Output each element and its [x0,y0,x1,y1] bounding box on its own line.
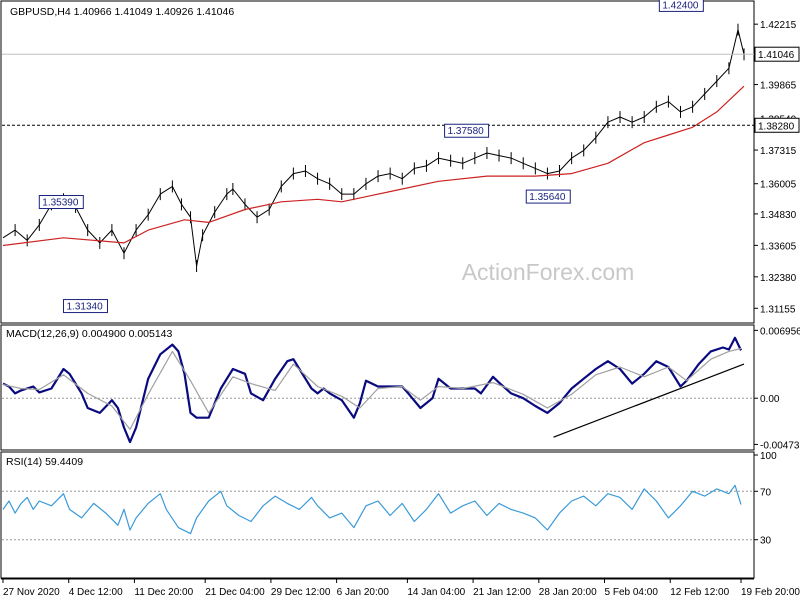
annotation-label: 1.37580 [448,126,485,137]
macd-title: MACD(12,26,9) 0.004900 0.005143 [6,328,173,340]
time-axis: 27 Nov 2020 4 Dec 12:00 11 Dec 20:00 21 Dec… [1,578,800,598]
y-tick-label: 1.37315 [760,146,797,157]
macd-panel: MACD(12,26,9) 0.004900 0.005143 0.006956… [0,324,800,451]
sma-line [2,85,745,247]
rsi-panel: RSI(14) 59.4409 100 70 30 [0,451,777,579]
rsi-line [2,484,742,535]
current-price-label: 1.41046 [758,50,795,61]
macd-panel-frame [0,324,755,451]
x-tick-label: 4 Dec 12:00 [69,587,123,598]
y-tick-label: 1.36005 [760,180,797,191]
x-tick-label: 5 Feb 04:00 [605,587,659,598]
price-plot: 1.41046 1.38280 1.42400 1.37580 1.35390 1.356… [2,0,800,314]
signal-line [2,347,742,430]
annotation-box [525,189,571,204]
level-box [754,117,800,133]
annotation-label: 1.42400 [662,0,699,11]
annotation-box [38,195,84,210]
y-tick-label: 1.31155 [760,304,796,315]
price-panel: GBPUSD,H4 1.40966 1.41049 1.40926 1.4104… [0,0,800,324]
price-panel-frame [0,0,755,324]
x-tick-label: 12 Feb 12:00 [670,587,729,598]
x-tick-label: 6 Jan 20:00 [337,587,390,598]
current-price-box [754,46,800,62]
y-tick-label: 30 [760,536,772,547]
y-tick-label: -0.004736 [760,440,800,451]
annotation-label: 1.35640 [529,192,566,203]
level-label: 1.38280 [758,121,795,132]
x-tick-label: 28 Jan 20:00 [539,587,597,598]
y-tick-label: 1.42215 [760,20,797,31]
price-title: GBPUSD,H4 1.40966 1.41049 1.40926 1.4104… [10,6,234,18]
annotation-box [444,123,490,138]
macd-axis: 0.006956 0.00 -0.004736 [754,326,800,451]
annotation-label: 1.35390 [42,198,79,209]
y-tick-label: 1.39865 [760,81,797,92]
annotation-label: 1.31340 [66,302,103,313]
x-tick-label: 29 Dec 12:00 [271,587,331,598]
y-tick-label: 70 [760,487,772,498]
y-tick-label: 1.32380 [760,273,797,284]
x-tick-label: 14 Jan 04:00 [407,587,465,598]
macd-plot [2,336,754,444]
watermark: ActionForex.com [462,259,635,285]
y-tick-label: 0.006956 [760,326,800,337]
rsi-panel-frame [0,451,755,579]
y-tick-label: 1.33605 [760,241,797,252]
macd-line [2,336,742,444]
y-tick-label: 1.34830 [760,210,797,221]
y-tick-label: 100 [760,451,777,462]
x-tick-label: 11 Dec 20:00 [134,587,193,598]
x-tick-label: 21 Jan 12:00 [473,587,531,598]
x-tick-label: 21 Dec 04:00 [205,587,265,598]
annotation-box [62,299,108,314]
x-tick-label: 19 Feb 20:00 [741,587,800,598]
trendline-line [553,363,745,438]
rsi-plot [2,484,754,541]
x-tick-label: 27 Nov 2020 [3,587,60,598]
rsi-title: RSI(14) 59.4409 [6,456,83,468]
annotation-box [658,0,704,12]
rsi-axis: 100 70 30 [754,451,777,547]
y-tick-label: 0.00 [760,394,780,405]
price-axis: 1.422151.398651.385401.373151.360051.348… [754,20,797,315]
